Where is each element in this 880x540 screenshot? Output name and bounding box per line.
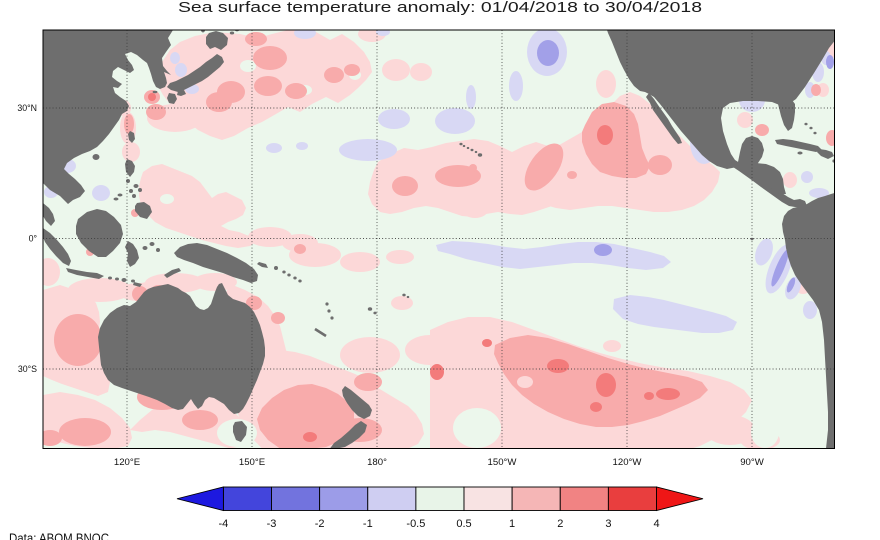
svg-text:0.5: 0.5	[456, 518, 471, 530]
svg-text:150°E: 150°E	[239, 457, 265, 468]
svg-text:90°W: 90°W	[740, 457, 765, 468]
svg-text:0°: 0°	[29, 234, 37, 244]
svg-text:180°: 180°	[367, 457, 387, 468]
svg-text:1: 1	[509, 518, 515, 530]
svg-text:Data: ABOM,BNOC: Data: ABOM,BNOC	[9, 532, 109, 540]
svg-text:4: 4	[653, 518, 659, 530]
svg-text:Sea surface temperature anomal: Sea surface temperature anomaly: 01/04/2…	[178, 0, 702, 16]
svg-text:-4: -4	[219, 518, 229, 530]
svg-text:2: 2	[557, 518, 563, 530]
svg-text:120°W: 120°W	[613, 457, 643, 468]
svg-text:-1: -1	[363, 518, 373, 530]
svg-text:30°N: 30°N	[17, 103, 37, 113]
svg-text:-2: -2	[315, 518, 325, 530]
svg-text:-3: -3	[267, 518, 277, 530]
svg-text:-0.5: -0.5	[406, 518, 425, 530]
svg-text:30°S: 30°S	[18, 364, 37, 374]
svg-text:150°W: 150°W	[488, 457, 518, 468]
svg-text:3: 3	[605, 518, 611, 530]
svg-text:120°E: 120°E	[114, 457, 140, 468]
